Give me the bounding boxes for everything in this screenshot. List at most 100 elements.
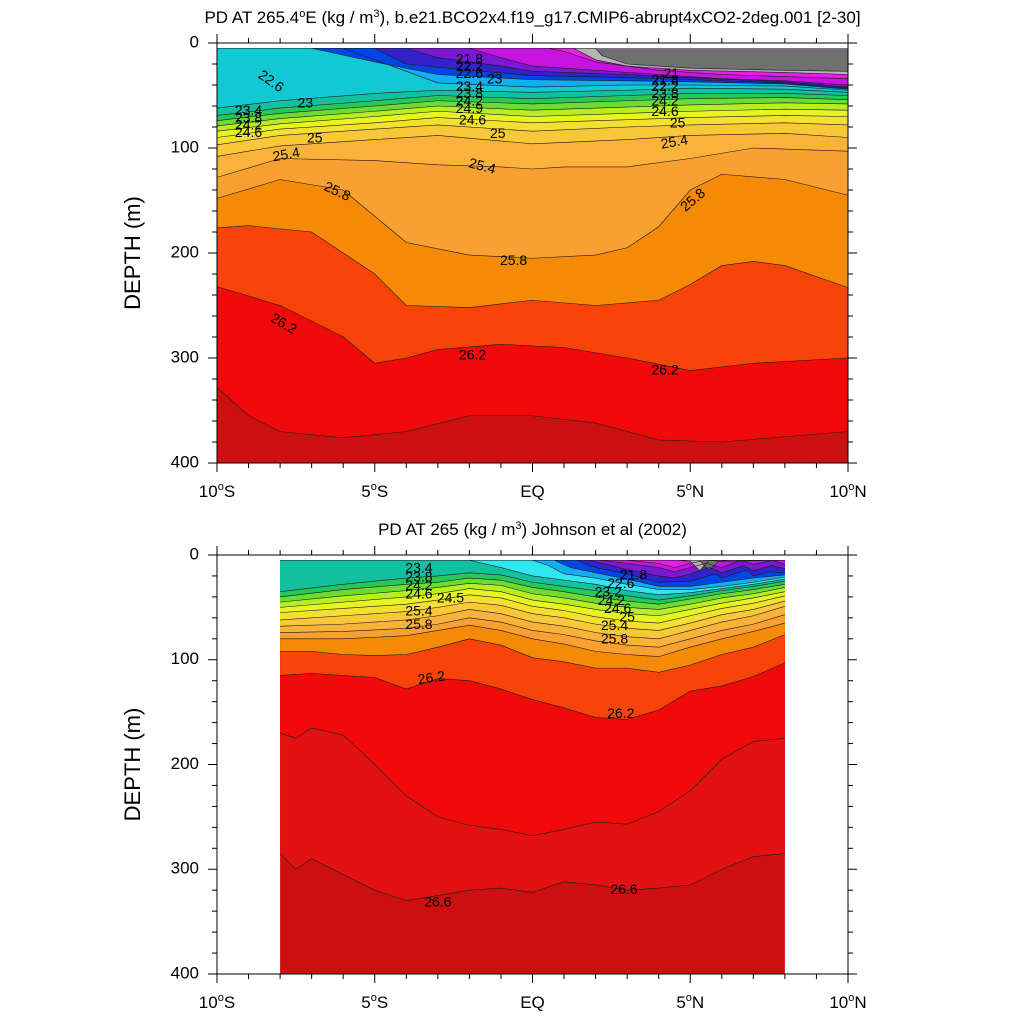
x-tick-label: 10oN <box>829 481 866 501</box>
contour-label: 23.8 <box>456 85 483 101</box>
x-tick-label: 10oS <box>199 992 235 1012</box>
contour-label: 25.8 <box>601 631 628 647</box>
contour-line <box>280 614 785 648</box>
contour-label: 21.8 <box>651 72 678 88</box>
x-tick-label: 5oS <box>361 992 388 1012</box>
contour-label: 26.2 <box>459 347 486 363</box>
contour-label: 25 <box>307 129 323 145</box>
contour-line <box>216 108 849 132</box>
contour-line <box>216 97 849 121</box>
contour-line <box>280 662 786 720</box>
contour-line <box>280 600 785 631</box>
contour-label: 24.2 <box>235 117 262 133</box>
y-tick-label: 0 <box>190 544 199 563</box>
contour-label: 24.9 <box>456 100 483 116</box>
y-axis-title: DEPTH (m) <box>120 196 145 310</box>
contour-label: 23.4 <box>405 559 432 575</box>
contour-label: 24.6 <box>235 124 262 140</box>
contour-label: 26.6 <box>424 893 451 909</box>
contour-label: 23.2 <box>595 583 622 599</box>
contour-label: 25.8 <box>405 616 432 632</box>
contour-label: 23.8 <box>235 109 262 125</box>
contour-label: 23.4 <box>235 102 262 118</box>
contour-line <box>280 559 785 579</box>
x-tick-label: 10oN <box>829 992 866 1012</box>
contour-label: 25 <box>490 125 506 141</box>
contour-label: 25.4 <box>467 154 498 177</box>
y-tick-label: 400 <box>171 452 199 471</box>
contour-line <box>216 286 849 371</box>
contour-label: 24.2 <box>405 577 432 593</box>
contour-label: 21.8 <box>620 567 647 583</box>
contour-line <box>216 115 849 138</box>
contour-line <box>280 559 785 571</box>
contour-label: 24.6 <box>651 103 678 119</box>
contour-line <box>280 572 785 601</box>
contour-line <box>216 87 849 109</box>
contour-label: 25.8 <box>500 252 527 268</box>
chart-title: PD AT 265.4oE (kg / m3), b.e21.BCO2x4.f1… <box>204 8 860 27</box>
contour-label: 25.4 <box>601 617 628 633</box>
contour-label: 24.6 <box>405 586 432 602</box>
contour-label: 24.2 <box>456 93 483 109</box>
contour-line <box>280 594 785 624</box>
x-tick-label: 5oS <box>361 481 388 501</box>
contour-label: 23.8 <box>405 569 432 585</box>
density-band <box>280 560 785 568</box>
y-tick-label: 200 <box>171 242 199 261</box>
contour-line <box>280 606 785 640</box>
contour-label: 24.2 <box>598 592 625 608</box>
x-tick-label: EQ <box>520 482 545 501</box>
contour-label: 22.6 <box>607 575 634 591</box>
contour-line <box>216 132 849 157</box>
y-tick-label: 200 <box>171 754 199 773</box>
contour-label: 24.2 <box>651 93 678 109</box>
contour-line <box>280 582 785 610</box>
contour-label: 23.8 <box>651 85 678 101</box>
contour-label: 21 <box>664 65 680 81</box>
contour-label: 26.6 <box>610 881 637 897</box>
contour-label: 24.5 <box>437 590 464 606</box>
contour-label: 24.6 <box>459 111 486 127</box>
contour-label: 26.2 <box>651 361 678 377</box>
y-tick-label: 100 <box>171 137 199 156</box>
x-tick-label: 5oN <box>676 481 704 501</box>
contour-label: 21.8 <box>456 51 483 67</box>
contour-line <box>280 634 786 673</box>
contour-label: 23 <box>298 95 314 111</box>
contour-label: 26.2 <box>417 667 446 687</box>
y-tick-label: 100 <box>171 649 199 668</box>
contour-label: 22.2 <box>456 58 483 74</box>
contour-label: 25.4 <box>659 131 689 152</box>
contour-label: 24.6 <box>604 600 631 616</box>
contour-line <box>280 588 785 617</box>
contour-label: 22.2 <box>651 78 678 94</box>
x-tick-label: 10oS <box>199 481 235 501</box>
x-tick-label: 5oN <box>676 992 704 1012</box>
contour-line <box>279 853 785 901</box>
contour-label: 23.4 <box>456 78 483 94</box>
contour-line <box>216 147 849 178</box>
y-tick-label: 400 <box>171 963 199 982</box>
observed-density-panel: 23.423.824.224.6 24.525.425.826.226.621.8… <box>120 520 867 1012</box>
contour-line <box>216 173 849 259</box>
y-axis-title: DEPTH (m) <box>120 708 145 822</box>
y-tick-label: 0 <box>190 32 199 51</box>
contour-line <box>280 727 785 837</box>
contour-line <box>216 122 849 146</box>
contour-label: 25.4 <box>405 602 432 618</box>
contour-line <box>280 577 785 605</box>
contour-line <box>280 622 785 657</box>
contour-label: 26.2 <box>607 705 634 721</box>
contour-line <box>216 225 849 308</box>
contour-label: 22.6 <box>456 65 483 81</box>
contour-label: 25 <box>619 609 635 625</box>
contour-line <box>216 102 849 127</box>
contour-line <box>217 47 849 72</box>
contour-label: 25.4 <box>271 144 301 165</box>
y-tick-label: 300 <box>171 859 199 878</box>
contour-line <box>216 93 849 116</box>
chart-title: PD AT 265 (kg / m3) Johnson et al (2002) <box>378 520 687 539</box>
contour-line <box>216 387 849 443</box>
